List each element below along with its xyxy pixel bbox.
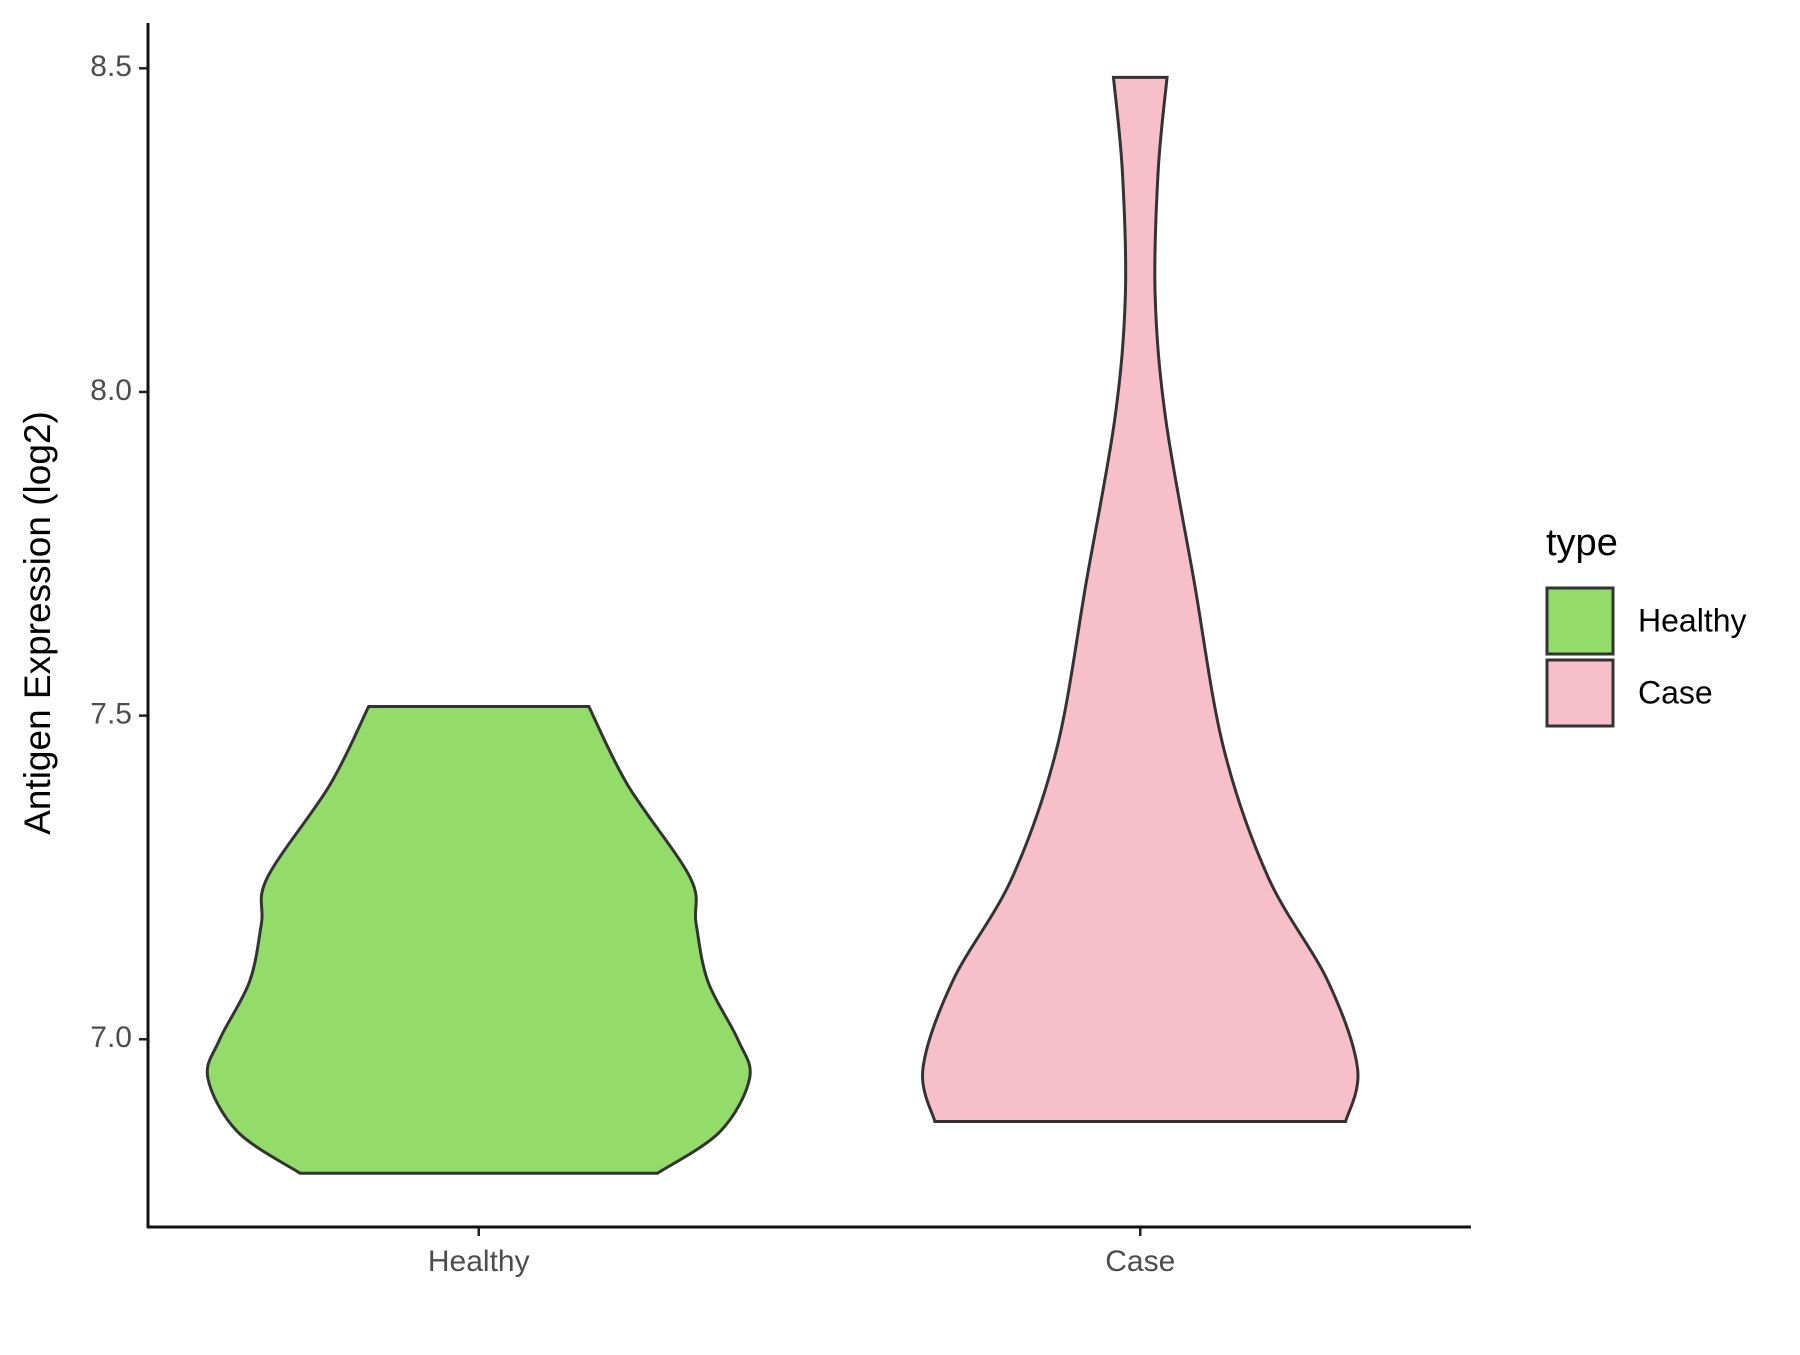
- y-tick-label: 8.5: [90, 50, 132, 83]
- legend-key: [1545, 586, 1615, 656]
- legend-title: type: [1546, 522, 1618, 564]
- violin: [921, 75, 1360, 1123]
- x-tick-label: Case: [1105, 1245, 1175, 1278]
- legend-label: Case: [1638, 674, 1713, 710]
- y-tick-label: 7.0: [90, 1021, 132, 1054]
- y-tick-label: 7.5: [90, 698, 132, 731]
- legend-key: [1545, 658, 1615, 728]
- violin: [205, 705, 752, 1175]
- x-tick-label: Healthy: [428, 1245, 530, 1278]
- legend-label: Healthy: [1638, 602, 1747, 638]
- y-axis-title: Antigen Expression (log2): [17, 411, 58, 835]
- y-tick-label: 8.0: [90, 374, 132, 407]
